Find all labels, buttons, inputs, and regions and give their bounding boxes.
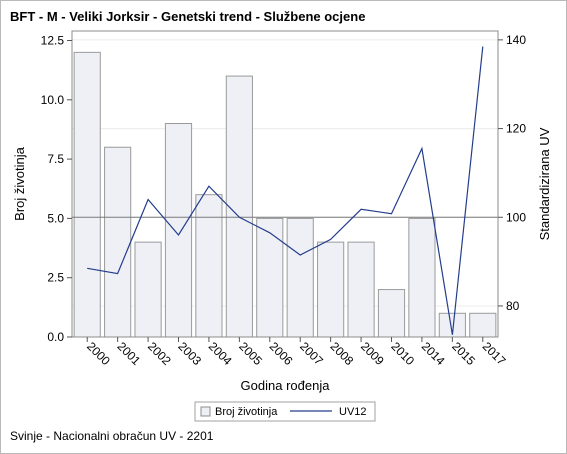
bar: [286, 217, 314, 338]
footnote: Svinje - Nacionalni obračun UV - 2201: [10, 429, 214, 443]
legend-box: [194, 401, 376, 422]
x-tick-label: 2015: [449, 339, 478, 368]
bar-series: [73, 51, 497, 338]
x-tick-label: 2006: [267, 339, 296, 368]
y2-tick-label: 80: [506, 299, 520, 313]
legend-bar-swatch: [200, 406, 211, 417]
bar: [317, 241, 345, 338]
x-tick-label: 2014: [419, 339, 448, 368]
y-tick-label: 7.5: [47, 152, 64, 166]
y-axis-left: 0.0 2.5 5.0 7.5 10.0 12.5: [41, 33, 72, 344]
x-tick-label: 2009: [358, 339, 387, 368]
x-axis: 2000 2001 2002 2003 2004 2005 2006 2007 2008 2009…: [84, 337, 509, 368]
plot-area-border: [71, 30, 499, 338]
y-tick-label: 0.0: [47, 330, 64, 344]
bar: [256, 217, 284, 338]
x-tick-label: 2002: [145, 339, 174, 368]
bar: [73, 51, 101, 338]
bar: [347, 241, 375, 338]
bar: [408, 217, 436, 338]
x-tick-label: 2000: [84, 339, 113, 368]
x-tick-label: 2003: [175, 339, 204, 368]
series-line-uv12: [87, 46, 484, 335]
legend-bar-label: Broj životinja: [215, 406, 278, 418]
y-tick-label: 10.0: [41, 93, 65, 107]
y-tick-label: 2.5: [47, 271, 64, 285]
x-tick-label: 2007: [297, 339, 326, 368]
x-tick-label: 2008: [328, 339, 357, 368]
x-tick-label: 2001: [115, 339, 144, 368]
y-tick-label: 12.5: [41, 33, 65, 47]
bar: [104, 146, 132, 338]
bar: [469, 312, 497, 338]
x-tick-label: 2017: [480, 339, 509, 368]
x-tick-label: 2010: [388, 339, 417, 368]
bar: [377, 289, 406, 338]
y-axis-right: 80 100 120 140: [498, 33, 526, 313]
y2-tick-label: 140: [506, 33, 526, 47]
x-tick-label: 2005: [236, 339, 265, 368]
x-axis-label: Godina rođenja: [241, 378, 331, 393]
bar: [134, 241, 162, 338]
y2-tick-label: 120: [506, 122, 526, 136]
x-tick-label: 2004: [206, 339, 235, 368]
y2-axis-label: Standardizirana UV: [537, 127, 552, 240]
bar: [195, 194, 223, 338]
y-axis-label: Broj životinja: [12, 146, 27, 220]
bar: [225, 75, 253, 338]
chart-title: BFT - M - Veliki Jorksir - Genetski tren…: [10, 9, 366, 24]
y-tick-label: 5.0: [47, 211, 64, 225]
y2-tick-label: 100: [506, 210, 526, 224]
line-series: [87, 46, 484, 335]
legend-line-label: UV12: [339, 406, 367, 418]
legend: Broj životinja UV12: [194, 401, 376, 422]
bar: [164, 123, 193, 338]
